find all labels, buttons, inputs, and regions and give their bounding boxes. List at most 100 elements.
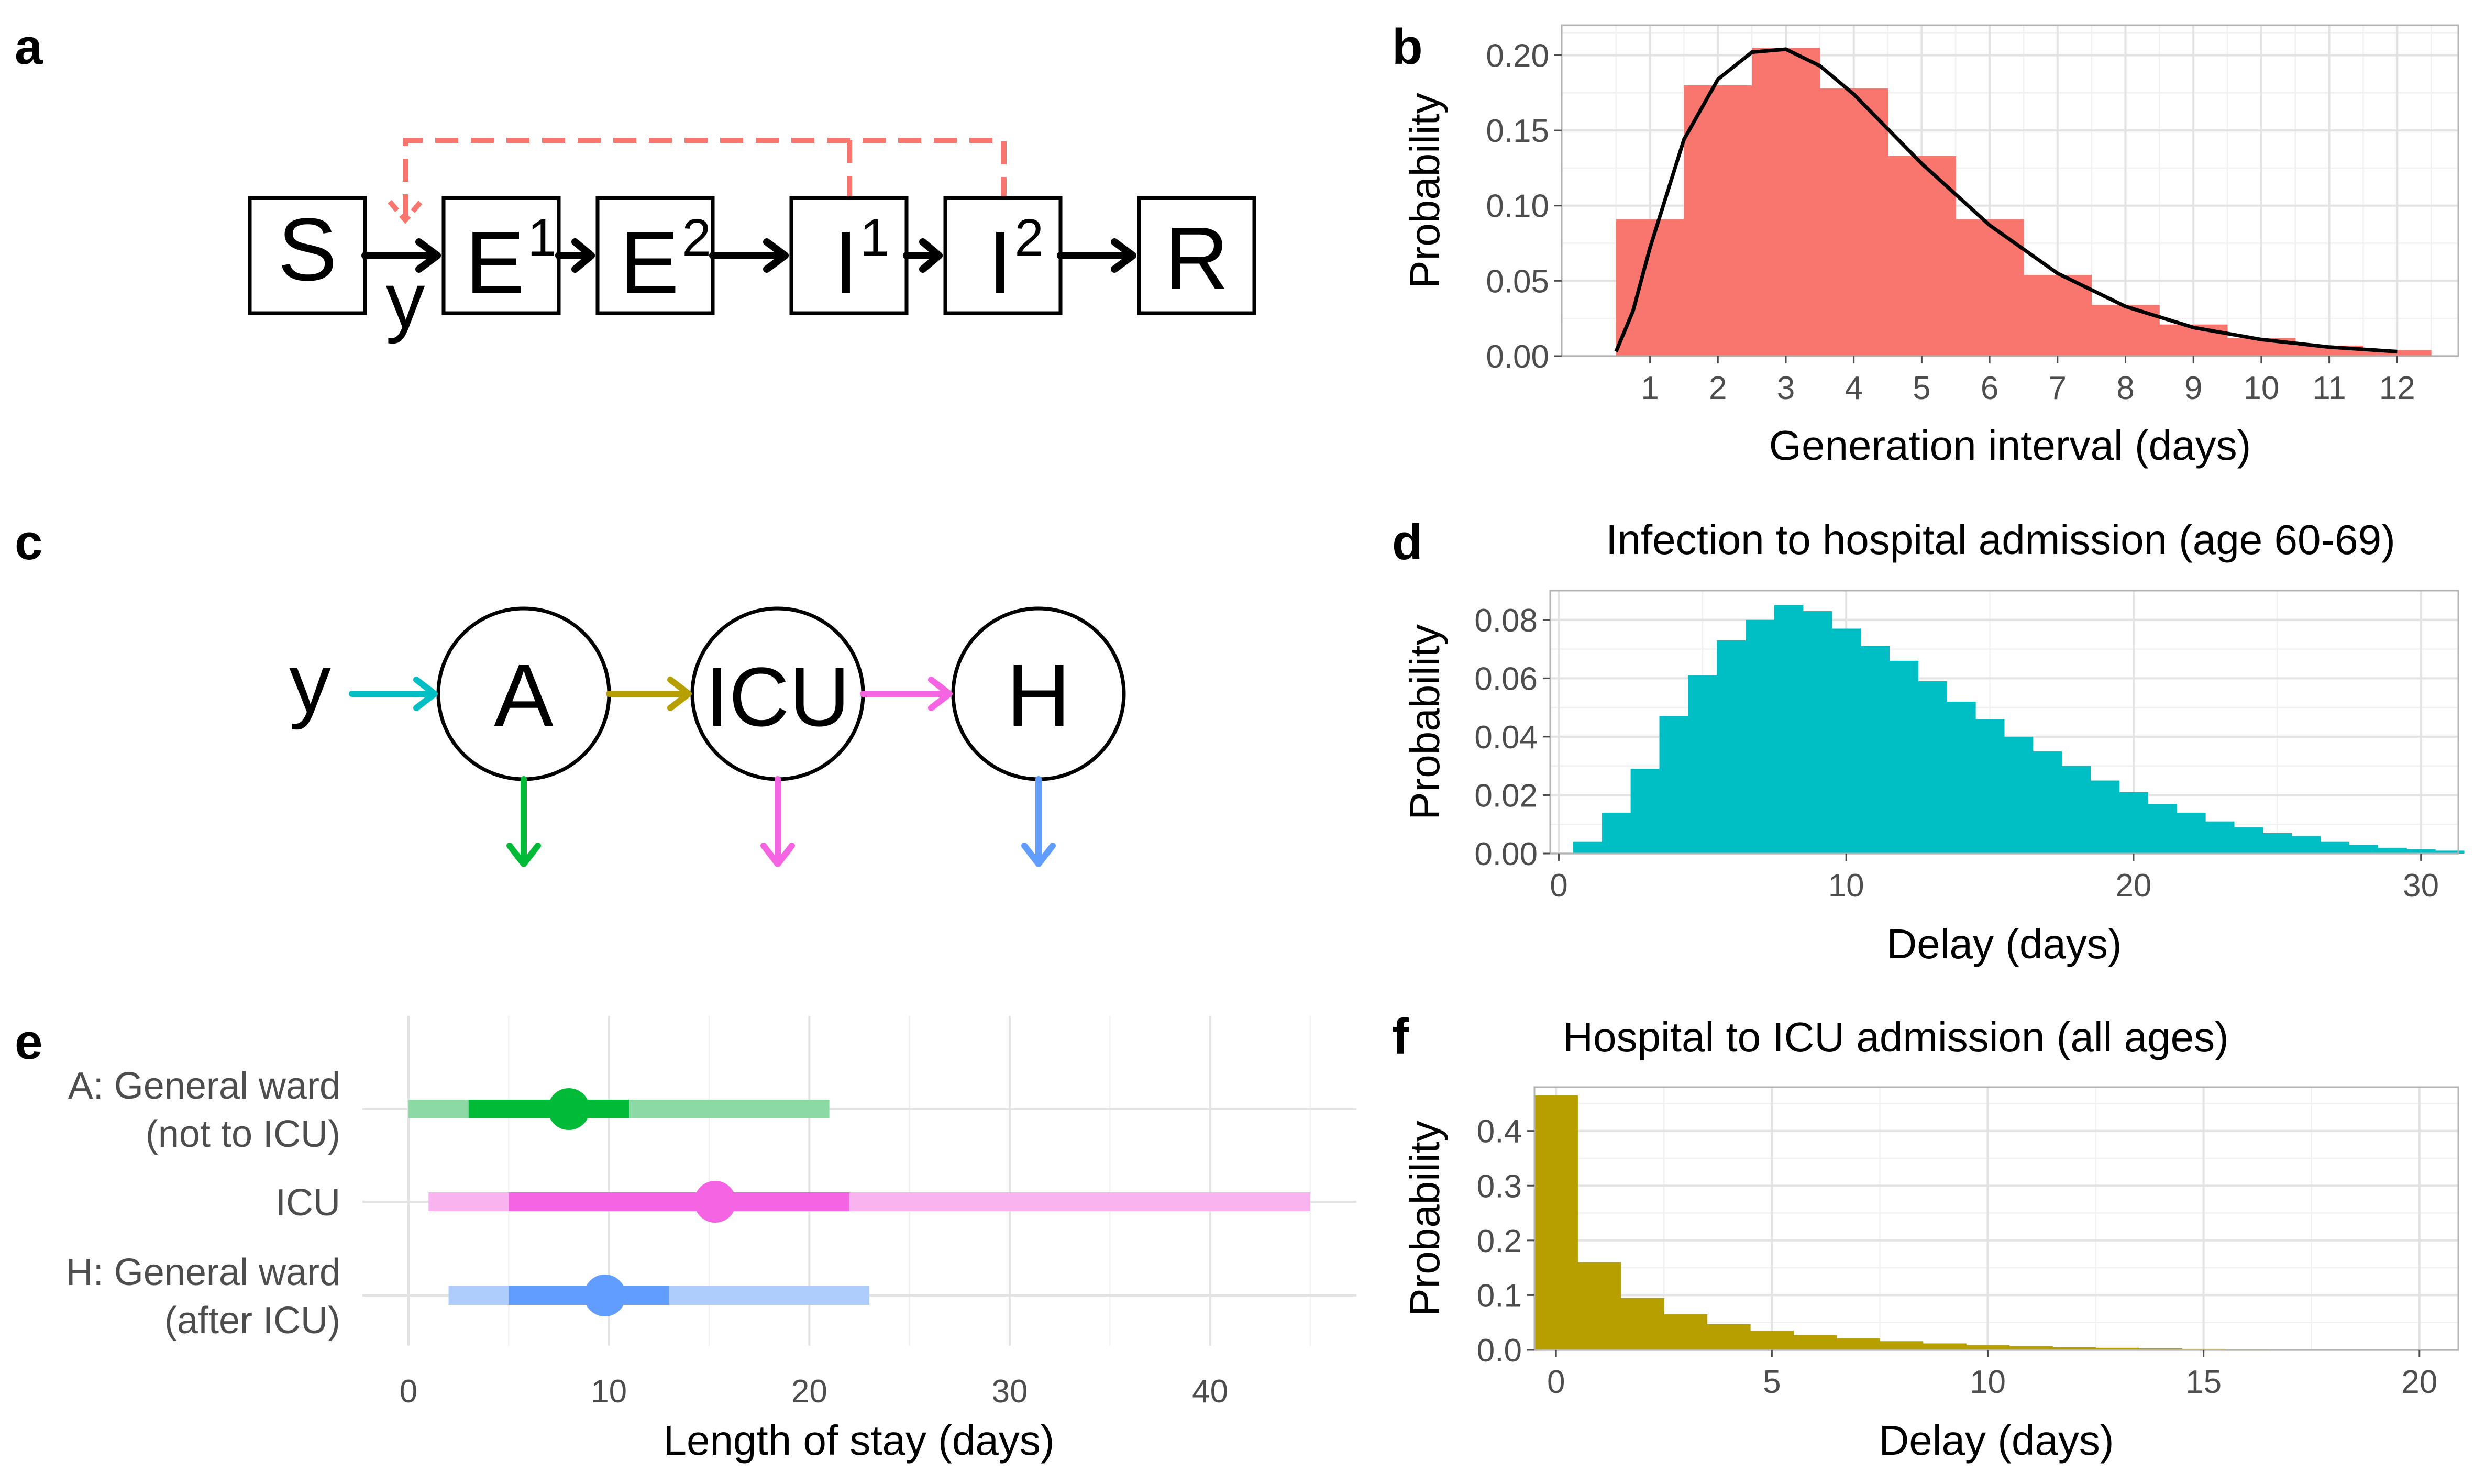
arrow-h-out [1021,776,1056,867]
bar [2320,841,2349,854]
y-tick-label: 0.2 [1477,1223,1522,1259]
panel-letter-c: c [15,514,42,570]
x-tick-label: 12 [2379,370,2415,406]
chart-b-ticks: 1 2 3 4 5 6 7 8 9 10 11 120.000.050.100.150.20 [1486,38,2415,406]
node-sup-e1: 1 [527,208,557,267]
input-label-y-c: y [289,636,331,730]
chart-e-x-axis-title: Length of stay (days) [663,1417,1054,1464]
flow-arrows [361,238,1136,273]
y-tick-label: 0.02 [1474,778,1538,814]
x-tick-label: 8 [2116,370,2134,406]
bar [1752,48,1820,356]
bar [1573,841,1603,854]
chart-f-x-axis-title: Delay (days) [1879,1417,2114,1464]
chart-f-bars [1534,1095,2442,1350]
chart-d-ticks: 0 10 20 30 0.00 0.02 0.04 0.06 0.08 [1474,603,2439,904]
chart-d-x-axis-title: Delay (days) [1886,921,2122,967]
x-tick-label: 15 [2185,1364,2222,1400]
x-tick-label: 4 [1845,370,1862,406]
x-tick-label: 5 [1763,1364,1781,1400]
panel-letter-b: b [1392,19,1423,75]
bar [1837,1338,1880,1350]
median-point [584,1275,626,1316]
bar [2378,847,2407,854]
x-tick-label: 20 [2115,868,2151,904]
chart-generation-interval: 1 2 3 4 5 6 7 8 9 10 11 120.000.050.100.150.20 Gene… [1401,24,2459,469]
node-label-s: S [278,200,337,300]
bar [2291,836,2321,854]
bar [2004,736,2034,854]
bar [1956,219,2024,356]
node-label-r: R [1165,209,1229,308]
x-tick-label: 3 [1777,370,1795,406]
node-box-i1 [789,196,909,315]
chart-b-y-axis-title: Probability [1401,93,1448,289]
y-tick-label: 0.08 [1474,603,1538,639]
panel-letter-d: d [1392,514,1423,570]
feedback-dashed-line [403,138,1007,217]
bar [1717,640,1746,854]
x-tick-label: 1 [1641,370,1659,406]
arrow-e1-e2 [555,238,595,273]
arrow-icu-out [760,776,795,867]
node-sup-i2: 2 [1014,208,1044,267]
feedback-arrowhead [388,200,423,224]
category-label: H: General ward [66,1252,340,1293]
node-label-icu: ICU [705,650,850,744]
y-tick-label: 0.00 [1474,836,1538,872]
arrow-a-out [506,776,541,867]
x-tick-label: 9 [2184,370,2202,406]
bar [2262,833,2292,854]
chart-e-ticks: A: General ward (not to ICU) ICU H: General… [66,1065,1228,1410]
x-tick-label: 10 [1970,1364,2006,1400]
y-tick-label: 0.10 [1486,189,1549,225]
x-tick-label: 5 [1913,370,1930,406]
bar [2177,812,2206,854]
bar [2061,766,2091,854]
y-tick-label: 0.20 [1486,38,1549,74]
category-label: (not to ICU) [146,1113,340,1155]
bar [2095,1347,2139,1350]
bar [1966,1345,2010,1350]
bar [2052,1347,2096,1350]
y-tick-label: 0.3 [1477,1168,1522,1204]
y-tick-label: 0.4 [1477,1114,1522,1150]
bar [2363,350,2432,356]
arrow-i2-r [1057,238,1136,273]
bar [2234,827,2263,854]
x-tick-label: 10 [591,1374,627,1410]
bar [2139,1348,2182,1350]
x-tick-label: 10 [2243,370,2279,406]
median-point [694,1181,736,1223]
y-tick-label: 0.04 [1474,719,1538,756]
arrow-i1-i2 [903,238,943,273]
interval-row [448,1275,870,1316]
y-tick-label: 0.05 [1486,263,1549,300]
x-tick-label: 7 [2049,370,2067,406]
input-label-y: y [386,256,425,344]
chart-f-grid [1534,1087,2458,1351]
median-point [548,1088,590,1130]
chart-d-bars [1573,605,2465,854]
bar [1534,1095,1578,1350]
node-label-a: A [494,646,554,745]
bar [2205,821,2235,854]
chart-f-ticks: 0 5 10 15 20 0.0 0.1 0.2 0.3 0.4 [1477,1114,2438,1400]
x-tick-label: 0 [1547,1364,1565,1400]
y-tick-label: 0.06 [1474,661,1538,697]
x-tick-label: 6 [1981,370,1998,406]
y-tick-label: 0.1 [1477,1278,1522,1314]
bar [1880,1341,1924,1350]
chart-e-intervals [408,1088,1310,1316]
chart-d-frame [1549,590,2459,855]
bar [1947,701,1976,854]
arrow-e2-i1 [709,238,789,273]
node-sup-i1: 1 [860,208,889,267]
chart-f-frame [1533,1086,2459,1351]
node-label-i2: I [988,213,1012,313]
category-label: ICU [275,1182,340,1224]
chart-f-title: Hospital to ICU admission (all ages) [1563,1014,2229,1060]
bar [2349,845,2378,854]
bar [2090,780,2119,854]
panel-letter-a: a [15,19,43,75]
